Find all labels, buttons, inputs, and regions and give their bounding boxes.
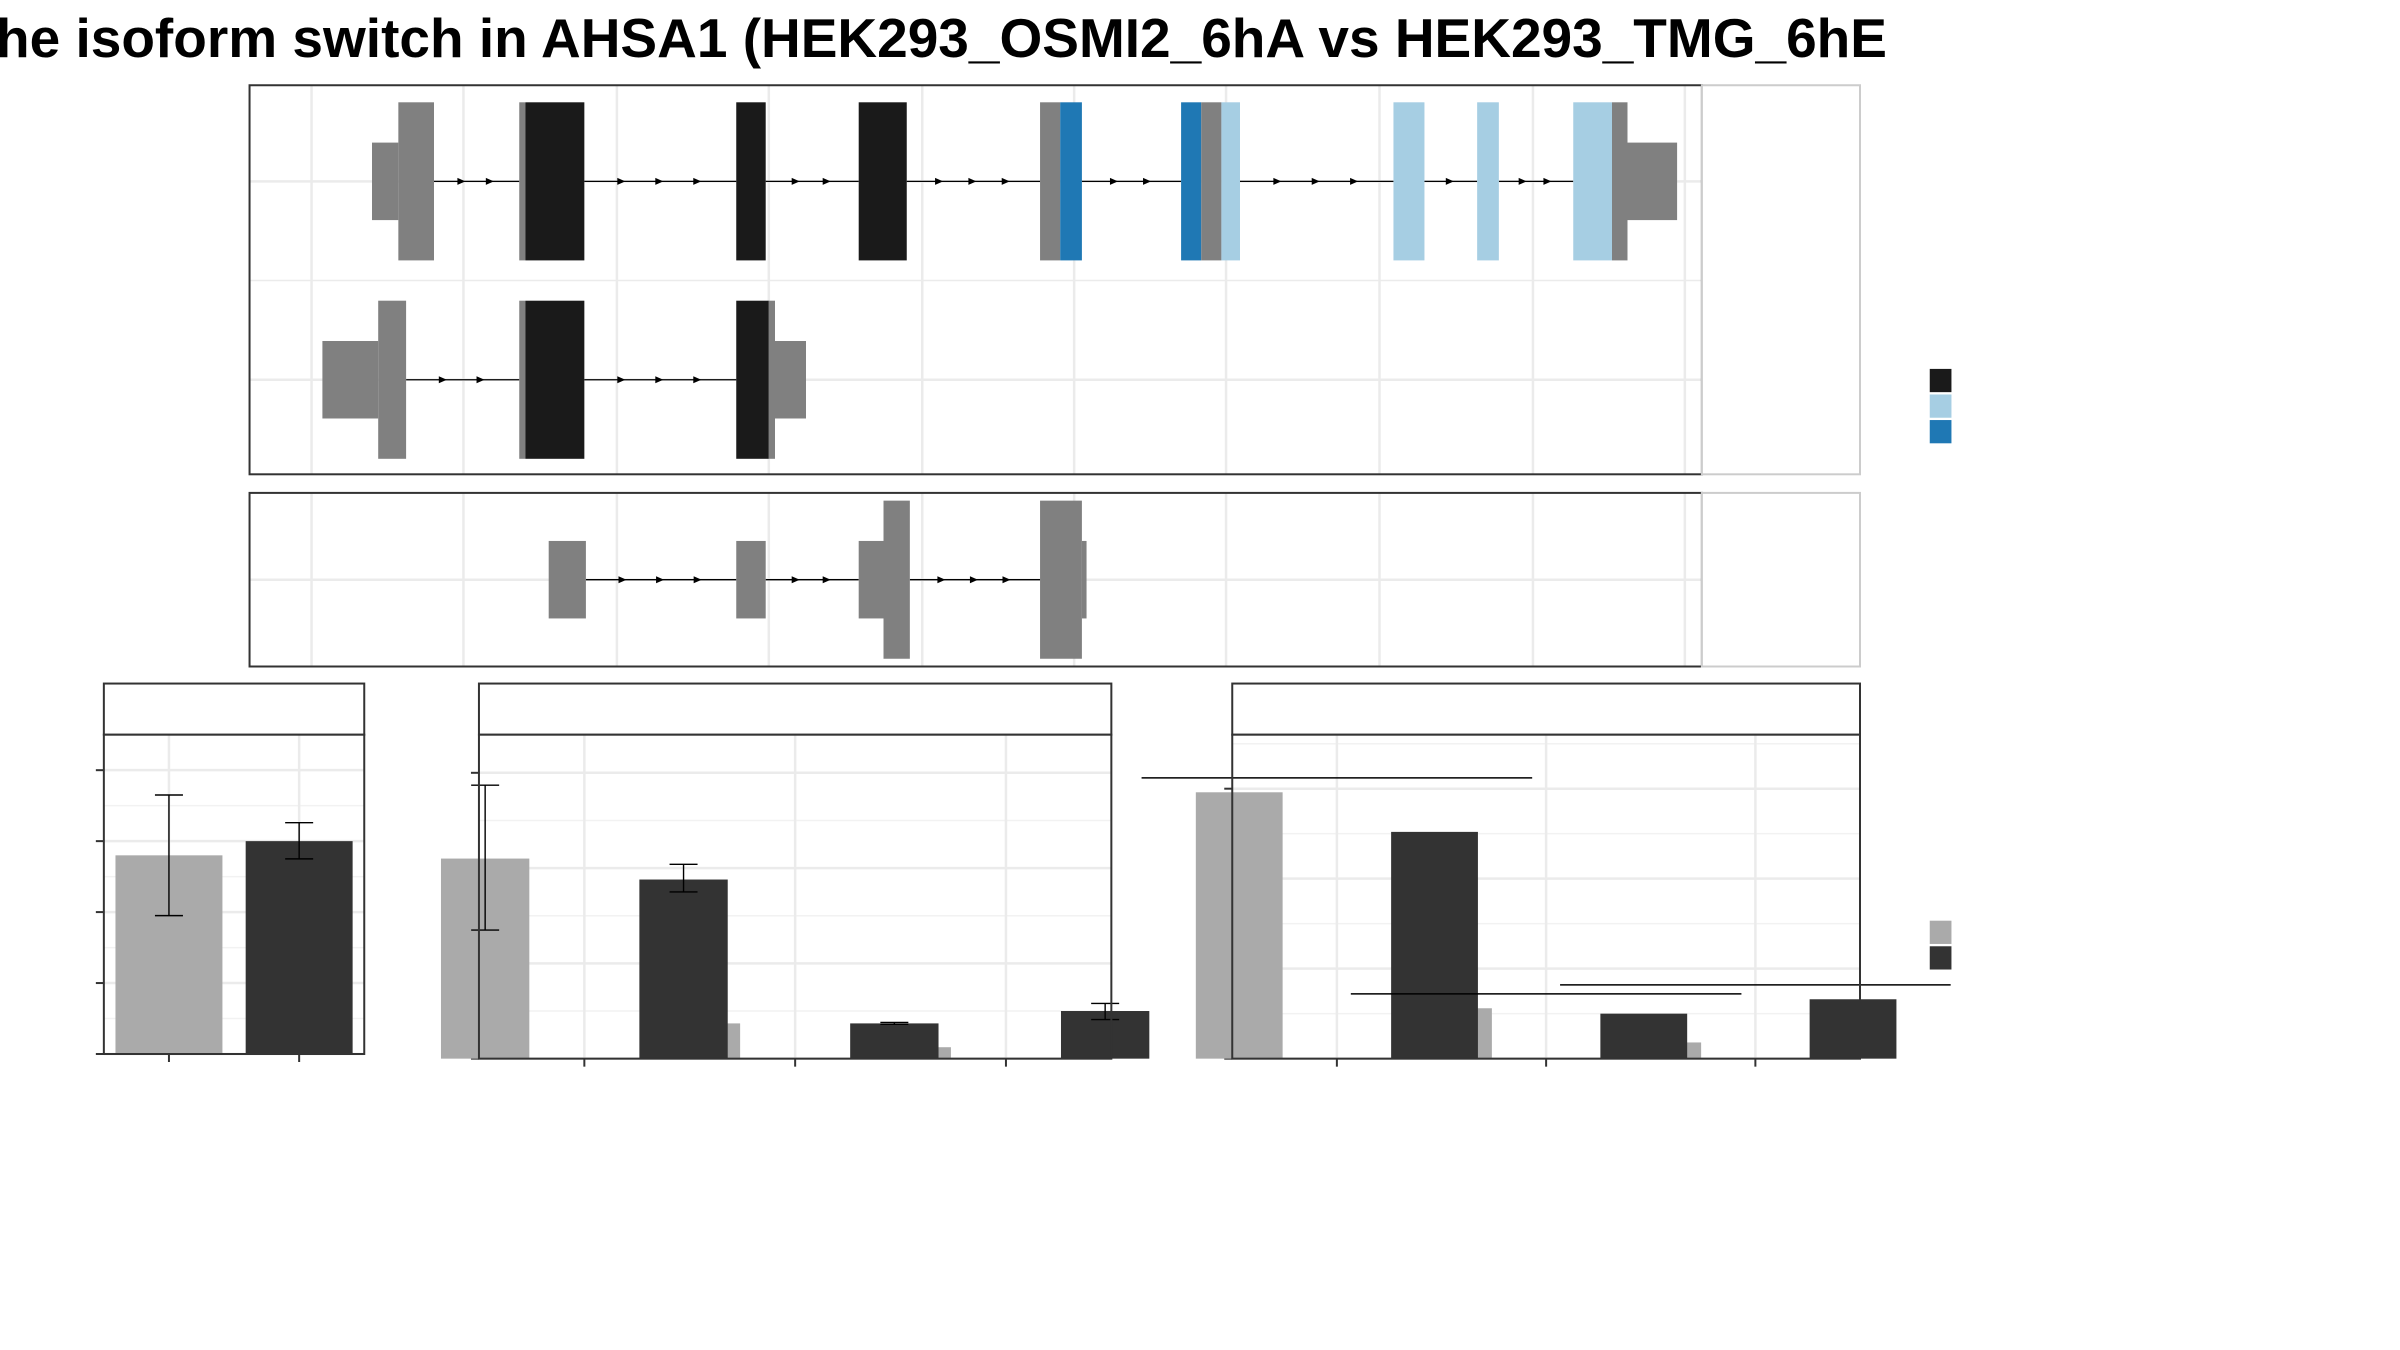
chart-panel-border bbox=[102, 733, 366, 1055]
intron-arrow bbox=[791, 576, 800, 584]
bar bbox=[1391, 831, 1478, 1059]
exon-block bbox=[525, 102, 585, 261]
bar bbox=[850, 1023, 939, 1059]
exon-block bbox=[768, 300, 775, 459]
intron-arrow bbox=[968, 177, 977, 185]
intron-arrow bbox=[1445, 177, 1454, 185]
exon-block bbox=[1477, 102, 1499, 261]
exon-block bbox=[1181, 102, 1202, 261]
exon-block bbox=[1393, 102, 1425, 261]
exon-block bbox=[1627, 142, 1678, 221]
figure-title: he isoform switch in AHSA1 (HEK293_OSMI2… bbox=[0, 7, 1887, 69]
exon-block bbox=[1612, 102, 1628, 261]
structure-panel-bg bbox=[249, 85, 1702, 475]
intron-arrow bbox=[1518, 177, 1527, 185]
exon-block bbox=[1040, 102, 1061, 261]
intron-arrow bbox=[969, 576, 978, 584]
exon-block bbox=[519, 102, 526, 261]
intron-arrow bbox=[1273, 177, 1282, 185]
exon-block bbox=[736, 102, 766, 261]
intron-arrow bbox=[693, 376, 702, 384]
intron-arrow bbox=[438, 376, 447, 384]
intron-arrow bbox=[1001, 177, 1010, 185]
intron-arrow bbox=[1311, 177, 1320, 185]
chart-strip bbox=[102, 682, 366, 736]
exon-block bbox=[775, 341, 806, 419]
intron-arrow bbox=[617, 177, 626, 185]
panel-strip bbox=[1700, 491, 1862, 668]
intron-arrow bbox=[822, 177, 831, 185]
exon-block bbox=[378, 300, 407, 459]
intron-arrow bbox=[1143, 177, 1152, 185]
exon-block bbox=[1040, 500, 1082, 659]
intron-arrow bbox=[618, 576, 627, 584]
intron-arrow bbox=[1002, 576, 1011, 584]
exon-block bbox=[1221, 102, 1240, 261]
intron-arrow bbox=[1350, 177, 1359, 185]
intron-arrow bbox=[485, 177, 494, 185]
exon-block bbox=[1201, 102, 1222, 261]
intron-arrow bbox=[655, 177, 664, 185]
exon-block bbox=[736, 540, 766, 619]
bar bbox=[1809, 999, 1897, 1059]
intron-arrow bbox=[693, 576, 702, 584]
exon-block bbox=[525, 300, 585, 459]
exon-block bbox=[736, 300, 769, 459]
domain-legend-key bbox=[1929, 368, 1952, 393]
condition-legend-key bbox=[1929, 946, 1952, 970]
intron-arrow bbox=[476, 376, 485, 384]
intron-arrow bbox=[655, 376, 664, 384]
exon-block bbox=[398, 102, 434, 261]
exon-block bbox=[519, 300, 526, 459]
intron-arrow bbox=[935, 177, 944, 185]
bar bbox=[245, 841, 353, 1054]
intron-arrow bbox=[937, 576, 946, 584]
intron-arrow bbox=[791, 177, 800, 185]
intron-arrow bbox=[1543, 177, 1552, 185]
condition-legend-key bbox=[1929, 920, 1952, 944]
intron-arrow bbox=[822, 576, 831, 584]
bar bbox=[1600, 1013, 1688, 1059]
exon-block bbox=[858, 102, 907, 261]
exon-block bbox=[883, 500, 910, 659]
exon-block bbox=[1081, 540, 1087, 619]
exon-block bbox=[1060, 102, 1082, 261]
intron-arrow bbox=[693, 177, 702, 185]
exon-block bbox=[858, 540, 884, 619]
panel-strip bbox=[1700, 84, 1862, 476]
bar bbox=[639, 879, 728, 1059]
exon-block bbox=[1573, 102, 1612, 261]
intron-arrow bbox=[457, 177, 466, 185]
exon-block bbox=[322, 341, 379, 419]
intron-arrow bbox=[617, 376, 626, 384]
exon-block bbox=[372, 142, 399, 221]
chart-strip bbox=[1231, 682, 1861, 736]
domain-legend-key bbox=[1929, 394, 1952, 418]
bar bbox=[1195, 792, 1283, 1059]
intron-arrow bbox=[656, 576, 665, 584]
intron-arrow bbox=[1109, 177, 1118, 185]
chart-strip bbox=[477, 682, 1113, 736]
domain-legend-key bbox=[1929, 420, 1952, 444]
exon-block bbox=[548, 540, 586, 619]
